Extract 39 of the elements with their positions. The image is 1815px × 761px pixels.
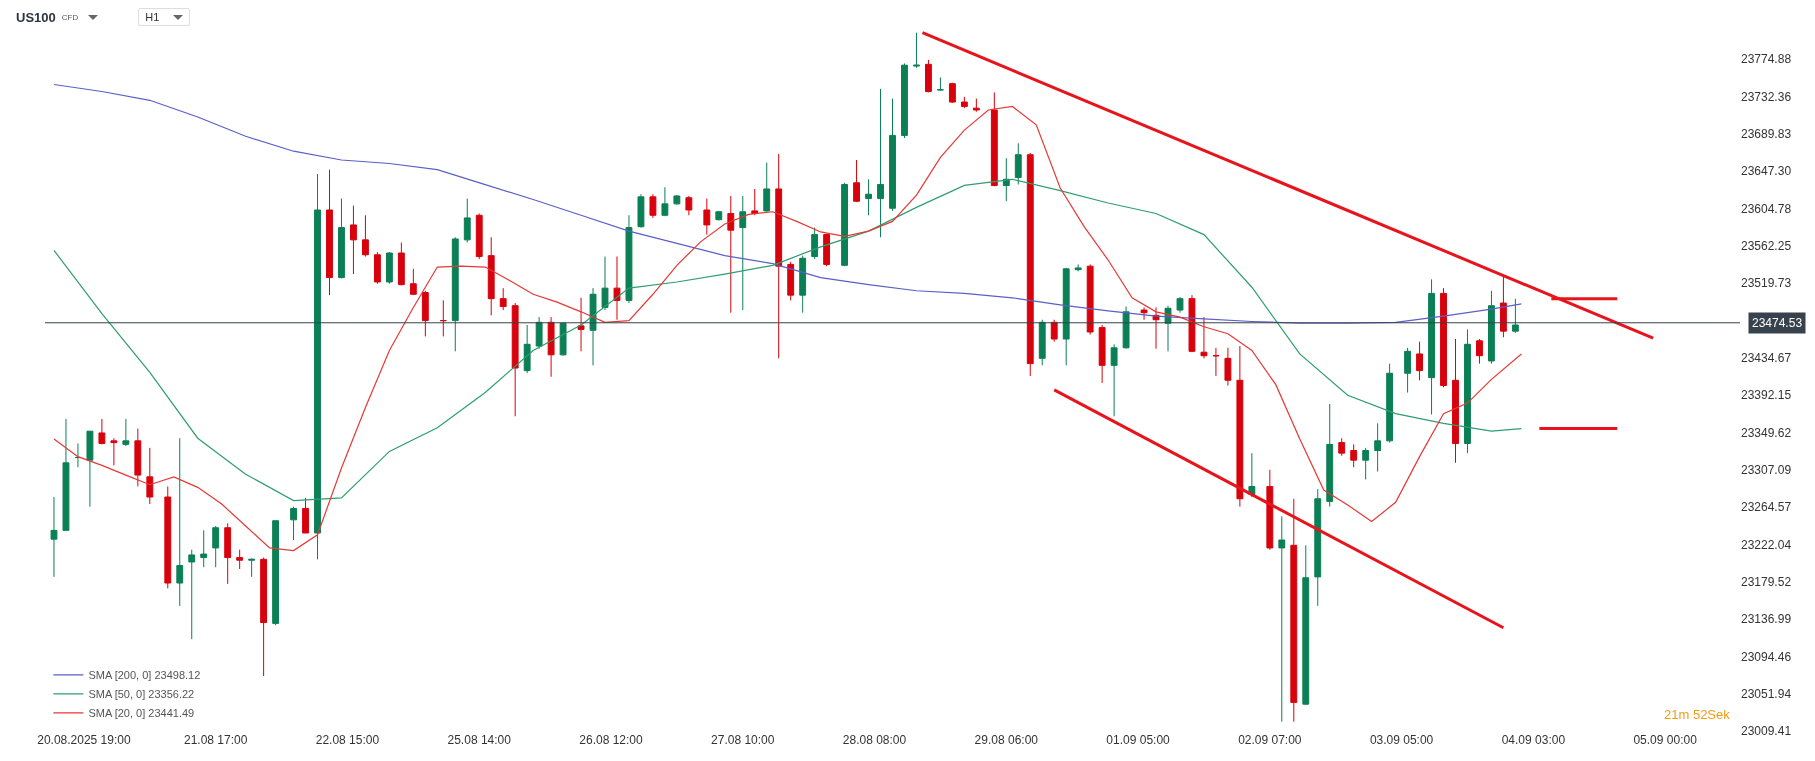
text: US100 xyxy=(16,9,56,25)
y-tick-label: 23604.78 xyxy=(1741,201,1792,216)
x-tick-label: 04.09 03:00 xyxy=(1501,733,1566,747)
x-tick-label: 01.09 05:00 xyxy=(1106,733,1171,747)
annotation: H1 xyxy=(145,11,160,23)
y-tick-label: 23307.09 xyxy=(1741,462,1792,477)
x-tick-label: 26.08 12:00 xyxy=(579,733,644,747)
legend-label: SMA [200, 0] 23498.12 xyxy=(88,669,201,682)
y-tick-label: 23009.41 xyxy=(1741,724,1792,739)
x-tick-label: 27.08 10:00 xyxy=(711,733,775,747)
y-tick-label: 23689.83 xyxy=(1741,127,1792,141)
x-tick-label: 25.08 14:00 xyxy=(447,733,512,747)
y-tick-label: 23519.73 xyxy=(1741,276,1792,291)
y-tick-label: 23264.57 xyxy=(1741,500,1792,515)
legend-label: SMA [20, 0] 23441.49 xyxy=(88,707,195,720)
y-tick-label: 23179.52 xyxy=(1741,574,1792,589)
y-tick-label: 23774.88 xyxy=(1741,52,1792,67)
x-tick-label: 05.09 00:00 xyxy=(1633,733,1698,747)
ref-line-label: 23474.53 xyxy=(1752,316,1803,330)
x-tick-label: 22.08 15:00 xyxy=(315,733,380,747)
annotation: 21m 52Sek xyxy=(1664,707,1731,722)
y-tick-label: 23434.67 xyxy=(1741,350,1792,365)
y-tick-label: 23392.15 xyxy=(1741,388,1792,403)
y-tick-label: 23136.99 xyxy=(1741,612,1792,627)
y-tick-label: 23647.30 xyxy=(1741,164,1792,179)
legend-label: SMA [50, 0] 23356.22 xyxy=(88,688,195,701)
x-tick-label: 29.08 06:00 xyxy=(974,733,1039,747)
y-tick-label: 23222.04 xyxy=(1741,537,1792,552)
y-tick-label: 23051.94 xyxy=(1741,686,1792,701)
x-tick-label: 20.08.2025 19:00 xyxy=(37,733,131,747)
y-tick-label: 23094.46 xyxy=(1741,649,1792,664)
x-tick-label: 21.08 17:00 xyxy=(184,733,248,747)
text: CFD xyxy=(61,12,79,22)
x-tick-label: 03.09 05:00 xyxy=(1369,733,1434,747)
y-tick-label: 23562.25 xyxy=(1741,238,1792,253)
x-tick-label: 02.09 07:00 xyxy=(1238,733,1302,747)
y-tick-label: 23349.62 xyxy=(1741,425,1792,440)
y-tick-label: 23732.36 xyxy=(1741,89,1792,104)
x-tick-label: 28.08 08:00 xyxy=(842,733,907,747)
